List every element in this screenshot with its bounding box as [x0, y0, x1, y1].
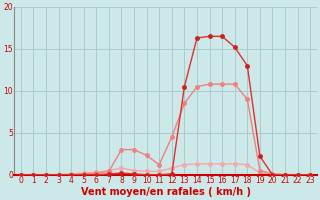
X-axis label: Vent moyen/en rafales ( km/h ): Vent moyen/en rafales ( km/h ) [81, 187, 251, 197]
